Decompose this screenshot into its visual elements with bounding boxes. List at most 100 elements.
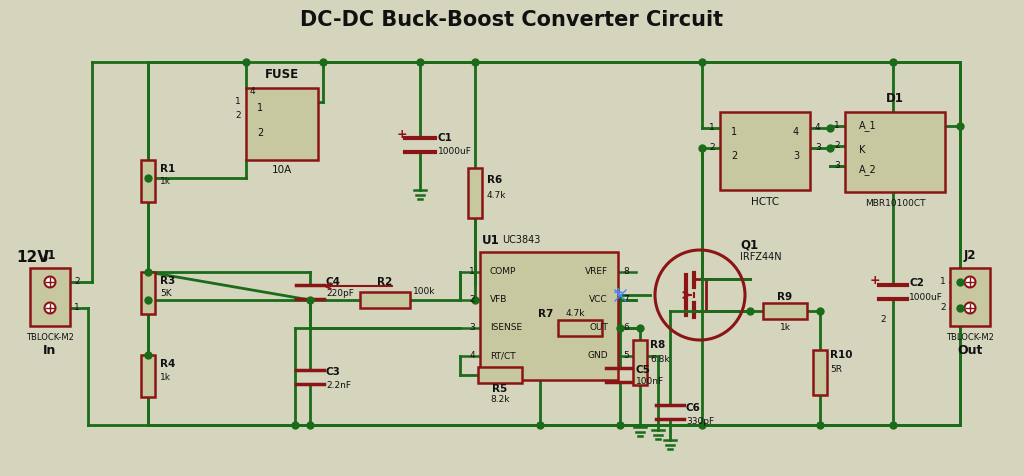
Text: C2: C2 — [909, 278, 924, 288]
Bar — [468, 168, 482, 218]
Text: R8: R8 — [650, 340, 666, 350]
Text: TBLOCK-M2: TBLOCK-M2 — [946, 334, 994, 343]
Text: 1: 1 — [731, 127, 737, 137]
Text: 1k: 1k — [160, 178, 171, 187]
Bar — [141, 355, 155, 397]
Text: K: K — [859, 145, 865, 155]
Text: 3: 3 — [815, 143, 821, 152]
Bar — [558, 320, 602, 336]
Text: 100nF: 100nF — [636, 377, 665, 387]
Text: 5K: 5K — [160, 289, 172, 298]
Text: 2: 2 — [881, 316, 886, 325]
Text: UC3843: UC3843 — [502, 235, 541, 245]
Bar — [30, 268, 70, 326]
Text: VFB: VFB — [490, 296, 507, 305]
Text: R5: R5 — [493, 384, 508, 394]
Circle shape — [44, 277, 55, 288]
Text: 1: 1 — [469, 268, 475, 277]
Text: 2: 2 — [710, 143, 715, 152]
Text: 7: 7 — [623, 296, 629, 305]
Bar — [813, 350, 827, 395]
Text: +: + — [869, 275, 881, 288]
Text: J1: J1 — [44, 248, 56, 261]
Text: 12V: 12V — [16, 250, 49, 266]
Text: 5: 5 — [623, 351, 629, 360]
Text: C6: C6 — [686, 403, 700, 413]
Text: 6: 6 — [623, 324, 629, 333]
Bar — [633, 340, 647, 385]
Text: 1: 1 — [710, 123, 715, 132]
Text: 100k: 100k — [413, 288, 435, 297]
Circle shape — [44, 303, 55, 314]
Bar — [246, 88, 318, 160]
Text: A_1: A_1 — [859, 120, 877, 131]
Text: GND: GND — [588, 351, 608, 360]
Text: COMP: COMP — [490, 268, 516, 277]
Text: C3: C3 — [326, 367, 341, 377]
Text: 2: 2 — [74, 278, 80, 287]
Text: 2.2nF: 2.2nF — [326, 380, 351, 389]
Bar — [480, 252, 618, 380]
Text: DC-DC Buck-Boost Converter Circuit: DC-DC Buck-Boost Converter Circuit — [300, 10, 724, 30]
Text: 8.2k: 8.2k — [490, 395, 510, 404]
Text: C5: C5 — [636, 365, 651, 375]
Circle shape — [965, 277, 976, 288]
Text: 330pF: 330pF — [686, 416, 714, 426]
Text: R7: R7 — [538, 309, 553, 319]
Text: 2: 2 — [731, 151, 737, 161]
Text: +: + — [612, 286, 624, 298]
Text: 1: 1 — [74, 304, 80, 313]
Text: ISENSE: ISENSE — [490, 324, 522, 333]
Text: 5R: 5R — [830, 366, 842, 375]
Text: 1k: 1k — [160, 373, 171, 381]
Text: R1: R1 — [160, 164, 175, 174]
Text: 3: 3 — [469, 324, 475, 333]
Text: 4.7k: 4.7k — [566, 309, 586, 318]
Text: 4: 4 — [250, 88, 256, 97]
Text: +: + — [396, 128, 408, 140]
Text: R6: R6 — [487, 175, 502, 185]
Text: TBLOCK-M2: TBLOCK-M2 — [26, 334, 74, 343]
Text: 3: 3 — [835, 161, 840, 170]
Text: IRFZ44N: IRFZ44N — [740, 252, 781, 262]
Text: 1000uF: 1000uF — [438, 147, 472, 156]
Bar — [360, 292, 410, 308]
Text: R4: R4 — [160, 359, 175, 369]
Text: 2: 2 — [940, 304, 946, 313]
Text: Q1: Q1 — [740, 238, 758, 251]
Text: OUT: OUT — [589, 324, 608, 333]
Text: 4: 4 — [793, 127, 799, 137]
Text: 220pF: 220pF — [326, 289, 354, 298]
Bar — [141, 272, 155, 314]
Text: 1000uF: 1000uF — [909, 292, 943, 301]
Bar — [845, 112, 945, 192]
Bar — [763, 303, 807, 319]
Text: D1: D1 — [886, 92, 904, 106]
Text: VCC: VCC — [590, 296, 608, 305]
Text: FUSE: FUSE — [265, 69, 299, 81]
Text: 2: 2 — [236, 111, 241, 120]
Text: Out: Out — [957, 344, 983, 357]
Text: C1: C1 — [438, 133, 453, 143]
Text: 1: 1 — [257, 103, 263, 113]
Text: 1: 1 — [236, 98, 241, 107]
Text: C4: C4 — [326, 277, 341, 287]
Text: 4: 4 — [469, 351, 475, 360]
Text: R9: R9 — [777, 292, 793, 302]
Text: 8: 8 — [623, 268, 629, 277]
Text: In: In — [43, 344, 56, 357]
Text: VREF: VREF — [585, 268, 608, 277]
Text: 2: 2 — [257, 128, 263, 138]
Bar — [478, 367, 522, 383]
Circle shape — [965, 303, 976, 314]
Text: R3: R3 — [160, 276, 175, 286]
Text: 4.7k: 4.7k — [487, 190, 507, 199]
Text: U1: U1 — [482, 234, 500, 247]
Text: R2: R2 — [378, 277, 392, 287]
Text: HCTC: HCTC — [751, 197, 779, 207]
Text: 1: 1 — [940, 278, 946, 287]
Text: 6.8k: 6.8k — [650, 355, 670, 364]
Text: 3: 3 — [793, 151, 799, 161]
Bar — [141, 160, 155, 202]
Text: J2: J2 — [964, 248, 976, 261]
